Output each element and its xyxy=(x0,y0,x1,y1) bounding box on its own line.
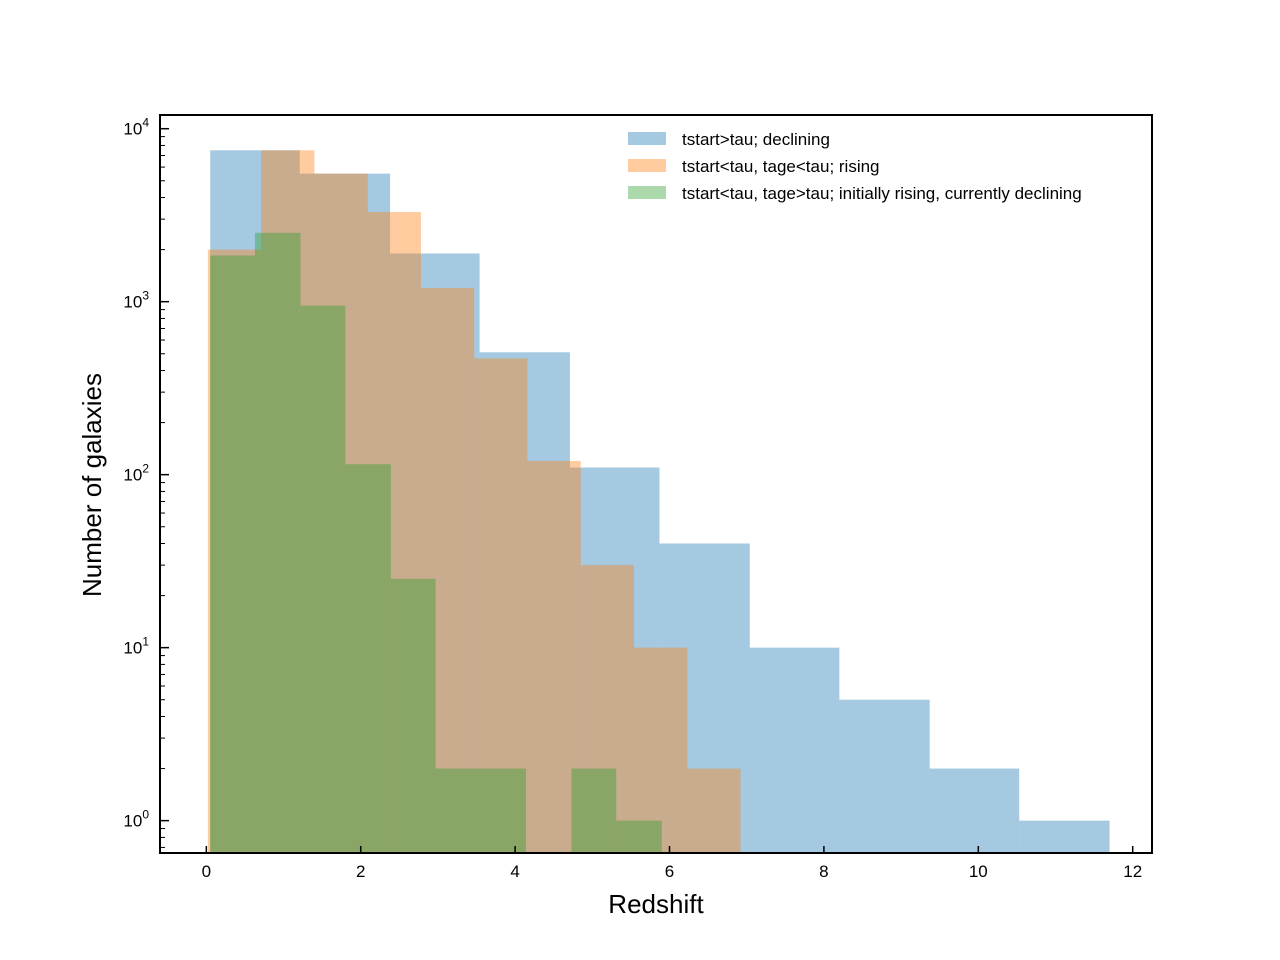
x-tick-label: 12 xyxy=(1123,862,1142,881)
histogram-bars xyxy=(207,150,1110,854)
y-tick-label: 100 xyxy=(123,808,149,831)
x-axis-label: Redshift xyxy=(608,889,704,919)
histogram-bar-series-1-bin-7 xyxy=(749,647,840,853)
histogram-bar-series-3-bin-3 xyxy=(300,305,346,853)
y-tick-label: 103 xyxy=(123,289,149,312)
x-tick-label: 8 xyxy=(819,862,828,881)
axis-ticks: 0 2 4 6 8 10 12 100 101 102 103 104 xyxy=(123,116,1142,881)
histogram-bar-series-2-bin-10 xyxy=(687,768,741,853)
x-tick-label: 0 xyxy=(202,862,211,881)
histogram-bar-series-3-bin-4 xyxy=(345,464,391,853)
histogram-bar-series-2-bin-9 xyxy=(634,647,688,853)
histogram-bar-series-1-bin-6 xyxy=(659,543,750,853)
histogram-bar-series-2-bin-1 xyxy=(207,249,262,854)
histogram-bar-series-1-bin-4 xyxy=(479,352,570,853)
histogram-bar-series-2-bin-4 xyxy=(367,211,421,854)
histogram-bar-series-1-bin-10 xyxy=(1019,820,1110,853)
histogram-bar-series-3-bin-2 xyxy=(254,232,301,854)
histogram-bar-series-1-bin-3 xyxy=(390,253,480,853)
x-tick-label: 4 xyxy=(510,862,519,881)
legend-swatch xyxy=(628,159,666,172)
legend: tstart>tau; declining tstart<tau, tage<ta… xyxy=(628,130,1082,203)
histogram-bar-series-3-bin-9 xyxy=(571,768,617,853)
histogram-bar-series-3-bin-5 xyxy=(390,578,436,853)
legend-label: tstart<tau, tage<tau; rising xyxy=(682,157,880,176)
histogram-bar-series-2-bin-3 xyxy=(314,173,368,854)
histogram-bar-series-2-bin-2 xyxy=(261,150,315,853)
histogram-bar-series-2-bin-7 xyxy=(527,460,581,853)
histogram-bar-series-1-bin-9 xyxy=(929,768,1020,853)
histogram-bar-series-3-bin-7 xyxy=(481,768,526,853)
x-tick-label: 6 xyxy=(665,862,674,881)
histogram-bar-series-1-bin-2 xyxy=(299,173,391,854)
histogram-bar-series-2-bin-8 xyxy=(580,565,634,853)
x-tick-label: 2 xyxy=(356,862,365,881)
legend-label: tstart>tau; declining xyxy=(682,130,830,149)
plot-frame xyxy=(159,114,1153,854)
histogram-bar-series-1-bin-1 xyxy=(210,150,300,853)
histogram-bar-series-3-bin-6 xyxy=(435,768,482,853)
y-tick-label: 102 xyxy=(123,462,149,485)
y-axis-label: Number of galaxies xyxy=(77,373,107,597)
histogram-bar-series-3-bin-1 xyxy=(210,255,255,854)
legend-swatch xyxy=(628,132,666,145)
histogram-bar-series-2-bin-6 xyxy=(474,358,528,853)
histogram-bar-series-3-bin-10 xyxy=(616,820,662,853)
histogram-bar-series-1-bin-8 xyxy=(839,699,930,853)
histogram-bar-series-1-bin-5 xyxy=(569,467,660,853)
legend-label: tstart<tau, tage>tau; initially rising, … xyxy=(682,184,1082,203)
histogram-bar-series-2-bin-5 xyxy=(420,287,475,854)
y-tick-label: 101 xyxy=(123,635,149,658)
y-tick-label: 104 xyxy=(123,116,149,139)
legend-swatch xyxy=(628,186,666,199)
x-tick-label: 10 xyxy=(969,862,988,881)
